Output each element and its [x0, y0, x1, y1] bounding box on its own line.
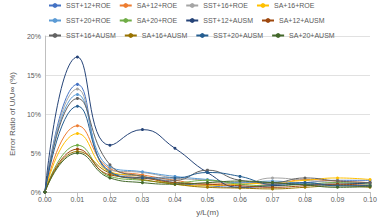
svg-text:5%: 5% — [31, 150, 41, 157]
svg-text:20%: 20% — [27, 33, 41, 40]
svg-text:15%: 15% — [27, 72, 41, 79]
svg-text:0.00: 0.00 — [38, 196, 52, 203]
svg-text:SST+16+AUSM: SST+16+AUSM — [66, 32, 116, 39]
svg-text:0.04: 0.04 — [168, 196, 182, 203]
svg-text:0%: 0% — [31, 189, 41, 196]
svg-text:Error Ratio of U/U∞ (%): Error Ratio of U/U∞ (%) — [8, 72, 17, 156]
svg-text:SST+12+AUSM: SST+12+AUSM — [203, 17, 253, 24]
svg-text:SA+16+AUSM: SA+16+AUSM — [142, 32, 188, 39]
svg-text:SA+12+AUSM: SA+12+AUSM — [279, 17, 325, 24]
svg-text:0.02: 0.02 — [103, 196, 117, 203]
svg-text:0.06: 0.06 — [233, 196, 247, 203]
svg-text:SST+20+ROE: SST+20+ROE — [66, 17, 111, 24]
svg-text:SA+16+ROE: SA+16+ROE — [274, 2, 315, 9]
svg-text:SA+20+ROE: SA+20+ROE — [137, 17, 178, 24]
svg-text:y/L(m): y/L(m) — [196, 208, 219, 217]
svg-text:0.03: 0.03 — [136, 196, 150, 203]
svg-text:SST+16+ROE: SST+16+ROE — [203, 2, 248, 9]
svg-text:0.08: 0.08 — [298, 196, 312, 203]
svg-text:SST+12+ROE: SST+12+ROE — [66, 2, 111, 9]
svg-text:0.05: 0.05 — [201, 196, 215, 203]
svg-text:10%: 10% — [27, 111, 41, 118]
svg-text:0.07: 0.07 — [266, 196, 280, 203]
svg-text:0.09: 0.09 — [331, 196, 345, 203]
svg-text:0.01: 0.01 — [71, 196, 85, 203]
svg-text:SA+20+AUSM: SA+20+AUSM — [289, 32, 335, 39]
svg-text:0.10: 0.10 — [363, 196, 377, 203]
svg-text:SST+20+AUSM: SST+20+AUSM — [213, 32, 263, 39]
svg-text:SA+12+ROE: SA+12+ROE — [137, 2, 178, 9]
